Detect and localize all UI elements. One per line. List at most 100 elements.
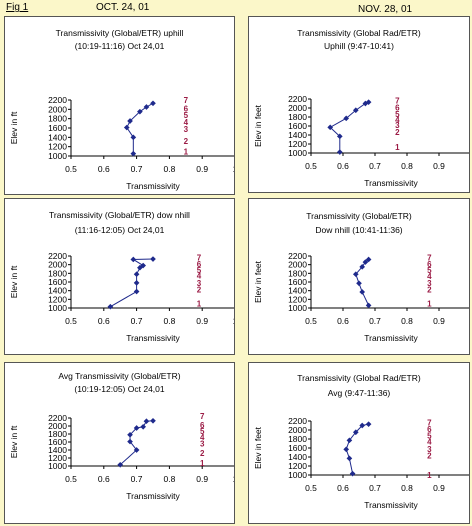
y-axis-label: Elev in ft: [9, 425, 19, 458]
chart-panel-oct-uphill: Transmissivity (Global/ETR) uphill (10:1…: [4, 16, 235, 195]
chart-title-line-1: Avg Transmissivity (Global/ETR): [58, 371, 181, 381]
data-point: [349, 470, 356, 477]
y-axis-label: Elev in ft: [9, 265, 19, 298]
y-tick-label: 2000: [48, 104, 67, 114]
data-point: [352, 107, 359, 114]
station-label: 3: [184, 125, 189, 134]
station-label: 1: [427, 300, 432, 309]
y-tick-label: 1800: [288, 112, 307, 122]
station-label: 7: [395, 96, 400, 105]
chart-title-line-1: Transmissivity (Global/ETR) uphill: [55, 28, 184, 38]
chart-title-line-1: Transmissivity (Global/ETR): [306, 211, 412, 221]
x-tick-label: 0.5: [305, 316, 317, 326]
chart-plot: 0.50.60.70.80.91100012001400160018002000…: [9, 95, 234, 191]
y-tick-label: 1400: [288, 452, 307, 462]
y-tick-label: 2200: [48, 413, 67, 423]
y-tick-label: 1200: [48, 453, 67, 463]
data-point: [336, 133, 343, 140]
y-tick-label: 2000: [48, 260, 67, 270]
y-tick-label: 1200: [48, 142, 67, 152]
x-tick-label: 0.9: [433, 483, 445, 493]
chart-title-line-1: Transmissivity (Global Rad/ETR): [297, 28, 421, 38]
station-label: 5: [395, 110, 400, 119]
y-tick-label: 2200: [48, 95, 67, 105]
y-tick-label: 1800: [48, 429, 67, 439]
station-label: 6: [427, 260, 432, 269]
x-tick-label: 0.5: [65, 474, 77, 484]
x-tick-label: 0.8: [401, 161, 413, 171]
station-label: 6: [427, 425, 432, 434]
data-point: [365, 421, 372, 427]
data-point: [133, 288, 140, 295]
station-label: 7: [200, 412, 205, 421]
data-point: [150, 256, 156, 262]
data-point: [130, 134, 137, 141]
y-tick-label: 1200: [288, 461, 307, 471]
station-label: 2: [200, 449, 205, 458]
y-tick-label: 1800: [48, 268, 67, 278]
chart-title-line-2: Dow nhill (10:41-11:36): [315, 225, 403, 235]
chart-panel-nov-avg: Transmissivity (Global Rad/ETR) Avg (9:4…: [248, 362, 470, 524]
data-point: [107, 303, 114, 310]
x-tick-label: 0.7: [131, 164, 143, 174]
y-tick-label: 2200: [288, 94, 307, 104]
y-axis-label: Elev in feet: [253, 426, 263, 469]
chart-title-line-2: Uphill (9:47-10:41): [324, 41, 394, 51]
data-point: [137, 108, 143, 115]
y-tick-label: 1800: [48, 114, 67, 124]
x-tick-label: 0.7: [369, 161, 381, 171]
station-label: 2: [395, 128, 400, 137]
station-label: 5: [184, 111, 189, 120]
data-point: [130, 150, 137, 157]
data-point: [133, 271, 140, 278]
y-tick-label: 1400: [288, 130, 307, 140]
y-tick-label: 1600: [288, 277, 307, 287]
x-tick-label: 0.9: [196, 164, 208, 174]
x-tick-label: 0.6: [337, 316, 349, 326]
x-tick-label: 0.8: [163, 316, 175, 326]
x-tick-label: 1: [233, 164, 234, 174]
y-tick-label: 1600: [48, 277, 67, 287]
x-tick-label: 0.9: [433, 316, 445, 326]
chart-plot: 0.50.60.70.80.91100012001400160018002000…: [253, 416, 469, 510]
x-axis-label: Transmissivity: [126, 491, 180, 501]
data-point: [143, 418, 150, 425]
x-tick-label: 0.6: [98, 474, 110, 484]
station-label: 5: [427, 266, 432, 275]
figure-label: Fig 1: [6, 2, 29, 13]
x-tick-label: 0.8: [163, 474, 175, 484]
y-tick-label: 1000: [288, 148, 307, 158]
station-label: 4: [184, 118, 189, 127]
station-label: 4: [197, 272, 202, 281]
data-point: [127, 438, 133, 445]
station-label: 5: [200, 427, 205, 436]
station-label: 2: [184, 137, 189, 146]
y-tick-label: 1200: [48, 294, 67, 304]
data-point: [359, 264, 366, 270]
chart-plot: 0.50.60.70.80.91100012001400160018002000…: [9, 412, 234, 501]
station-label: 3: [427, 279, 432, 288]
data-point: [130, 256, 137, 263]
y-tick-label: 2000: [48, 421, 67, 431]
station-label: 2: [197, 285, 202, 294]
y-tick-label: 1000: [288, 303, 307, 313]
chart-panel-oct-downhill: Transmissivity (Global/ETR) dow nhill (1…: [4, 198, 235, 355]
x-tick-label: 0.5: [305, 483, 317, 493]
x-axis-label: Transmissivity: [364, 500, 418, 510]
y-axis-label: Elev in ft: [9, 111, 19, 144]
x-tick-label: 0.6: [98, 316, 110, 326]
chart-title-line-1: Transmissivity (Global/ETR) dow nhill: [49, 210, 190, 220]
x-tick-label: 0.9: [196, 316, 208, 326]
station-label: 7: [427, 418, 432, 427]
y-tick-label: 1400: [48, 445, 67, 455]
data-point: [343, 115, 350, 122]
chart-panel-nov-downhill: Transmissivity (Global/ETR) Dow nhill (1…: [248, 198, 470, 355]
data-point: [343, 446, 350, 453]
station-label: 5: [427, 431, 432, 440]
x-axis-label: Transmissivity: [126, 181, 180, 191]
y-tick-label: 1000: [288, 470, 307, 480]
data-point: [346, 455, 353, 462]
data-point: [127, 431, 133, 438]
station-label: 2: [427, 452, 432, 461]
station-label: 2: [427, 285, 432, 294]
